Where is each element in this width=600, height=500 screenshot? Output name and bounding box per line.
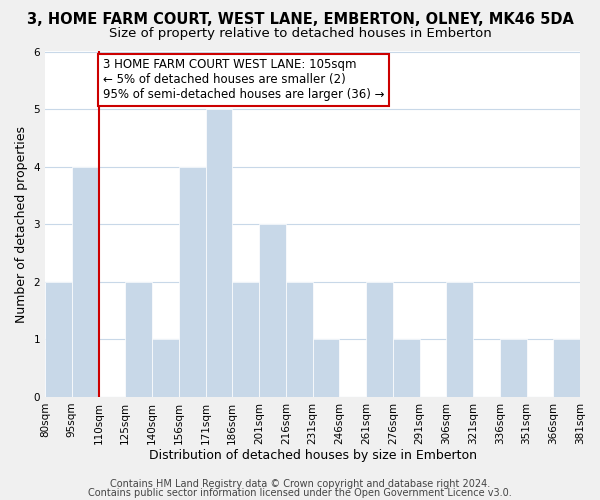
- Text: Contains HM Land Registry data © Crown copyright and database right 2024.: Contains HM Land Registry data © Crown c…: [110, 479, 490, 489]
- Bar: [553, 340, 580, 397]
- Bar: [366, 282, 393, 397]
- Bar: [125, 282, 152, 397]
- Bar: [446, 282, 473, 397]
- Text: 3, HOME FARM COURT, WEST LANE, EMBERTON, OLNEY, MK46 5DA: 3, HOME FARM COURT, WEST LANE, EMBERTON,…: [26, 12, 574, 28]
- Bar: [393, 340, 419, 397]
- Y-axis label: Number of detached properties: Number of detached properties: [15, 126, 28, 322]
- Text: Contains public sector information licensed under the Open Government Licence v3: Contains public sector information licen…: [88, 488, 512, 498]
- Bar: [286, 282, 313, 397]
- Bar: [500, 340, 527, 397]
- Bar: [206, 109, 232, 397]
- Bar: [179, 166, 206, 397]
- Bar: [259, 224, 286, 397]
- Bar: [45, 282, 72, 397]
- X-axis label: Distribution of detached houses by size in Emberton: Distribution of detached houses by size …: [149, 450, 476, 462]
- Bar: [152, 340, 179, 397]
- Text: Size of property relative to detached houses in Emberton: Size of property relative to detached ho…: [109, 28, 491, 40]
- Bar: [72, 166, 98, 397]
- Bar: [232, 282, 259, 397]
- Bar: [313, 340, 339, 397]
- Text: 3 HOME FARM COURT WEST LANE: 105sqm
← 5% of detached houses are smaller (2)
95% : 3 HOME FARM COURT WEST LANE: 105sqm ← 5%…: [103, 58, 384, 102]
